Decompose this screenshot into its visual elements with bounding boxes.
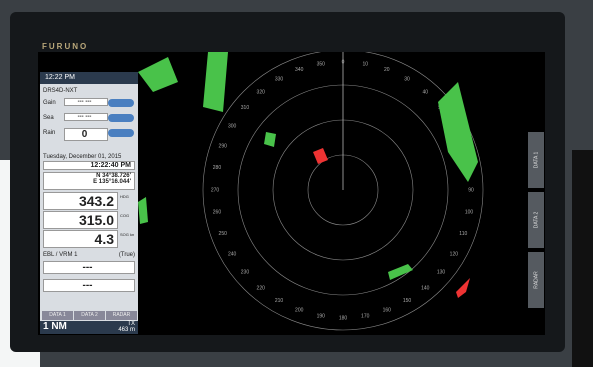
control-label: Gain xyxy=(43,100,56,106)
bearing-label: 160 xyxy=(383,308,392,314)
ebl-value: --- xyxy=(43,261,135,274)
range-m: 463 m xyxy=(118,327,135,333)
control-switch xyxy=(108,114,134,122)
right-device xyxy=(572,150,593,367)
control-label: Rain xyxy=(43,130,56,136)
bearing-label: 200 xyxy=(295,308,304,314)
echo xyxy=(438,82,478,182)
readout-unit: HDG xyxy=(120,194,129,199)
control-switch xyxy=(108,129,134,137)
bearing-label: 20 xyxy=(384,67,390,73)
vrm-value: --- xyxy=(43,279,135,292)
target xyxy=(456,278,470,298)
readout-unit: SOG kn xyxy=(120,232,135,237)
bearing-label: 280 xyxy=(213,165,222,171)
bearing-label: 110 xyxy=(459,231,467,237)
readout-box: 343.2 xyxy=(43,192,118,210)
bearing-label: 300 xyxy=(228,123,237,129)
control-value: --- --- xyxy=(64,98,108,106)
date: Tuesday, December 01, 2015 xyxy=(43,154,122,160)
bearing-label: 240 xyxy=(228,251,237,257)
echo xyxy=(203,52,228,112)
bearing-label: 270 xyxy=(211,187,220,193)
bearing-label: 120 xyxy=(450,251,459,257)
readout-box: 4.3 xyxy=(43,230,118,248)
bearing-label: 150 xyxy=(403,298,412,304)
bearing-label: 190 xyxy=(317,313,326,319)
bearing-label: 40 xyxy=(422,89,428,95)
bearing-label: 180 xyxy=(339,315,348,321)
side-tab-label: RADAR xyxy=(533,271,539,289)
tab[interactable]: RADAR xyxy=(106,311,137,320)
readout-box: 315.0 xyxy=(43,211,118,229)
bearing-label: 170 xyxy=(361,313,370,319)
side-tab-label: DATA 1 xyxy=(533,152,539,169)
brand: FURUNO xyxy=(42,42,89,51)
echoes xyxy=(138,52,478,280)
bearing-label: 130 xyxy=(437,270,446,276)
control-switch xyxy=(108,99,134,107)
range-ring xyxy=(202,52,484,331)
echo xyxy=(388,264,413,280)
bearing-label: 290 xyxy=(219,144,228,150)
echo xyxy=(138,197,148,224)
range: 1 NM xyxy=(43,321,67,332)
bearing-label: 90 xyxy=(468,187,474,193)
bearing-label: 210 xyxy=(275,298,284,304)
ebl-title: EBL / VRM 1 xyxy=(43,252,78,258)
echo xyxy=(138,57,178,92)
lon: E 135°16.044' xyxy=(93,179,131,185)
bearing-label: 250 xyxy=(219,231,228,237)
side-tab[interactable] xyxy=(528,132,544,188)
bearing-label: 310 xyxy=(241,105,250,111)
tab[interactable]: DATA 1 xyxy=(42,311,73,320)
lat: N 34°38.726' xyxy=(96,173,131,179)
tab[interactable]: DATA 2 xyxy=(74,311,105,320)
bearing-label: 220 xyxy=(257,285,266,291)
bearing-label: 350 xyxy=(317,61,326,67)
bearing-label: 100 xyxy=(465,210,474,216)
side-tab[interactable] xyxy=(528,192,544,248)
control-panel: 12:22 PM DRS4D-NXT Gain --- --- Sea --- ---… xyxy=(40,72,138,334)
echo xyxy=(264,132,276,147)
bearing-label: 30 xyxy=(404,76,410,82)
range-sub: TX xyxy=(127,321,135,327)
bearing-label: 10 xyxy=(362,61,368,67)
target xyxy=(313,148,328,164)
bearing-label: 260 xyxy=(213,210,222,216)
control-value: 0 xyxy=(64,128,108,141)
bearing-label: 340 xyxy=(295,67,304,73)
bearing-label: 330 xyxy=(275,76,284,82)
readout-unit: COG xyxy=(120,213,130,218)
side-tab-label: DATA 2 xyxy=(533,212,539,229)
time: 12:22 PM xyxy=(40,72,138,84)
ebl-mode: (True) xyxy=(118,252,135,258)
side-tabs: DATA 1 DATA 2 RADAR xyxy=(528,132,544,308)
bearing-label: 140 xyxy=(421,285,430,291)
control-value: --- --- xyxy=(64,113,108,121)
radar-name: DRS4D-NXT xyxy=(43,88,78,94)
control-label: Sea xyxy=(43,115,54,121)
side-tab[interactable] xyxy=(528,252,544,308)
bearing-label: 230 xyxy=(241,270,250,276)
bearing-label: 320 xyxy=(257,89,266,95)
clock: 12:22:40 PM xyxy=(43,161,135,170)
bearing-label: 0 xyxy=(342,59,345,65)
